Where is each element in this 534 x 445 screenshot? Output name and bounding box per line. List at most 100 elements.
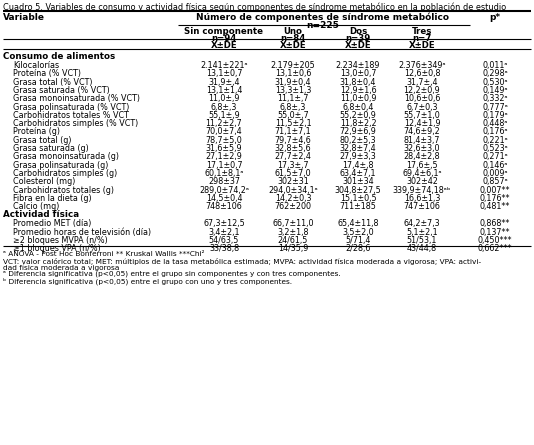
Text: 0,271ᵃ: 0,271ᵃ xyxy=(482,152,508,161)
Text: p*: p* xyxy=(490,13,500,22)
Text: 294,0±34,1ᵃ: 294,0±34,1ᵃ xyxy=(268,186,318,194)
Text: 0,176ᵃ: 0,176ᵃ xyxy=(482,127,508,137)
Text: 71,1±7,1: 71,1±7,1 xyxy=(274,127,311,137)
Text: 32,8±7,4: 32,8±7,4 xyxy=(340,144,376,153)
Text: 0,868**: 0,868** xyxy=(480,219,510,228)
Text: 11,5±2,1: 11,5±2,1 xyxy=(274,119,311,128)
Text: 31,8±0,4: 31,8±0,4 xyxy=(340,77,376,87)
Text: 711±185: 711±185 xyxy=(340,202,376,211)
Text: Consumo de alimentos: Consumo de alimentos xyxy=(3,52,115,61)
Text: 5,1±2,1: 5,1±2,1 xyxy=(406,228,438,237)
Text: X±DE: X±DE xyxy=(280,41,307,50)
Text: 31,9±0,4: 31,9±0,4 xyxy=(275,77,311,87)
Text: n=39: n=39 xyxy=(345,34,371,43)
Text: 27,9±3,3: 27,9±3,3 xyxy=(340,152,376,161)
Text: 55,1±,9: 55,1±,9 xyxy=(208,111,240,120)
Text: 11,0±0,9: 11,0±0,9 xyxy=(340,94,376,103)
Text: 63,4±7,1: 63,4±7,1 xyxy=(340,169,376,178)
Text: 64,2±7,3: 64,2±7,3 xyxy=(404,219,441,228)
Text: 762±200: 762±200 xyxy=(274,202,311,211)
Text: 33/38,8: 33/38,8 xyxy=(209,244,239,253)
Text: Carbohidratos simples (g): Carbohidratos simples (g) xyxy=(13,169,117,178)
Text: ᵇ Diferencia significativa (p<0,05) entre el grupo con uno y tres componentes.: ᵇ Diferencia significativa (p<0,05) entr… xyxy=(3,277,292,285)
Text: 298±37: 298±37 xyxy=(208,177,240,186)
Text: 302±31: 302±31 xyxy=(277,177,309,186)
Text: 60,1±8,1ᵃ: 60,1±8,1ᵃ xyxy=(204,169,244,178)
Text: 2/28,6: 2/28,6 xyxy=(345,244,371,253)
Text: 31,6±5,9: 31,6±5,9 xyxy=(206,144,242,153)
Text: 0,137**: 0,137** xyxy=(480,228,511,237)
Text: 78,7±5,0: 78,7±5,0 xyxy=(206,136,242,145)
Text: 2.376±349ᵃ: 2.376±349ᵃ xyxy=(398,61,446,70)
Text: 51/53,1: 51/53,1 xyxy=(407,236,437,245)
Text: 6,7±0,3: 6,7±0,3 xyxy=(406,102,438,112)
Text: Uno: Uno xyxy=(284,27,302,36)
Text: Promedio MET (día): Promedio MET (día) xyxy=(13,219,91,228)
Text: ᵃ ANOVA - Post Hoc Bonferroni ** Kruskal Wallis ***Chi²: ᵃ ANOVA - Post Hoc Bonferroni ** Kruskal… xyxy=(3,251,205,257)
Text: 289,0±74,2ᵃ: 289,0±74,2ᵃ xyxy=(199,186,249,194)
Text: 12,6±0,8: 12,6±0,8 xyxy=(404,69,440,78)
Text: 12,2±0,9: 12,2±0,9 xyxy=(404,86,441,95)
Text: 747±106: 747±106 xyxy=(404,202,441,211)
Text: Actividad física: Actividad física xyxy=(3,210,79,219)
Text: 24/61,5: 24/61,5 xyxy=(278,236,308,245)
Text: 2.141±221ᵃ: 2.141±221ᵃ xyxy=(200,61,248,70)
Text: 301±34: 301±34 xyxy=(342,177,374,186)
Text: 61,5±7,0: 61,5±7,0 xyxy=(274,169,311,178)
Text: 0,176**: 0,176** xyxy=(480,194,511,203)
Text: 2.179±205: 2.179±205 xyxy=(271,61,316,70)
Text: Grasa polinsaturada (g): Grasa polinsaturada (g) xyxy=(13,161,108,170)
Text: 17,3±,7: 17,3±,7 xyxy=(277,161,309,170)
Text: 0,481**: 0,481** xyxy=(480,202,510,211)
Text: 17,1±0,7: 17,1±0,7 xyxy=(206,161,242,170)
Text: n=84: n=84 xyxy=(280,34,305,43)
Text: 14,2±0,3: 14,2±0,3 xyxy=(275,194,311,203)
Text: 3,4±2,1: 3,4±2,1 xyxy=(208,228,240,237)
Text: 0,146ᵃ: 0,146ᵃ xyxy=(482,161,508,170)
Text: 32,6±3,0: 32,6±3,0 xyxy=(404,144,440,153)
Text: 6,8±0,4: 6,8±0,4 xyxy=(342,102,374,112)
Text: Número de componentes de síndrome metabólico: Número de componentes de síndrome metabó… xyxy=(197,13,450,23)
Text: Variable: Variable xyxy=(3,13,45,22)
Text: Calcio (mg): Calcio (mg) xyxy=(13,202,59,211)
Text: 0,450***: 0,450*** xyxy=(478,236,512,245)
Text: 12,4±1,9: 12,4±1,9 xyxy=(404,119,441,128)
Text: Colesterol (mg): Colesterol (mg) xyxy=(13,177,75,186)
Text: Grasa monoinsaturada (% VCT): Grasa monoinsaturada (% VCT) xyxy=(13,94,140,103)
Text: 15,1±0,5: 15,1±0,5 xyxy=(340,194,376,203)
Text: 6,8±,3: 6,8±,3 xyxy=(280,102,306,112)
Text: 13,1±1,4: 13,1±1,4 xyxy=(206,86,242,95)
Text: 13,1±0,7: 13,1±0,7 xyxy=(206,69,242,78)
Text: 65,4±11,8: 65,4±11,8 xyxy=(337,219,379,228)
Text: 0,332ᵃ: 0,332ᵃ xyxy=(482,94,508,103)
Text: 17,4±,8: 17,4±,8 xyxy=(342,161,374,170)
Text: 304,8±27,5: 304,8±27,5 xyxy=(335,186,381,194)
Text: 0,523ᵃ: 0,523ᵃ xyxy=(482,144,508,153)
Text: Proteína (g): Proteína (g) xyxy=(13,127,60,137)
Text: Carbohidratos totales % VCT: Carbohidratos totales % VCT xyxy=(13,111,129,120)
Text: 748±106: 748±106 xyxy=(206,202,242,211)
Text: 302±42: 302±42 xyxy=(406,177,438,186)
Text: ᵃ Diferencia significativa (p<0,05) entre el grupo sin componentes y con tres co: ᵃ Diferencia significativa (p<0,05) entr… xyxy=(3,271,341,277)
Text: Carbohidratos simples (% VCT): Carbohidratos simples (% VCT) xyxy=(13,119,138,128)
Text: 70,0±7,4: 70,0±7,4 xyxy=(206,127,242,137)
Text: X±DE: X±DE xyxy=(211,41,237,50)
Text: 81,4±3,7: 81,4±3,7 xyxy=(404,136,440,145)
Text: 54/63,5: 54/63,5 xyxy=(209,236,239,245)
Text: 11,8±2,2: 11,8±2,2 xyxy=(340,119,376,128)
Text: 80,2±5,3: 80,2±5,3 xyxy=(340,136,376,145)
Text: 32,8±5,6: 32,8±5,6 xyxy=(274,144,311,153)
Text: 16,6±1,3: 16,6±1,3 xyxy=(404,194,440,203)
Text: 0,009ᵃ: 0,009ᵃ xyxy=(482,169,508,178)
Text: 67,3±12,5: 67,3±12,5 xyxy=(203,219,245,228)
Text: ≥2 bloques MVPA (n/%): ≥2 bloques MVPA (n/%) xyxy=(13,236,108,245)
Text: 10,6±0,6: 10,6±0,6 xyxy=(404,94,440,103)
Text: Grasa polinsaturada (% VCT): Grasa polinsaturada (% VCT) xyxy=(13,102,129,112)
Text: 0,298ᵃ: 0,298ᵃ xyxy=(482,69,508,78)
Text: 11,0±,9: 11,0±,9 xyxy=(208,94,240,103)
Text: 66,7±11,0: 66,7±11,0 xyxy=(272,219,314,228)
Text: 0,530ᵃ: 0,530ᵃ xyxy=(482,77,508,87)
Text: 55,2±0,9: 55,2±0,9 xyxy=(340,111,376,120)
Text: 28,4±2,8: 28,4±2,8 xyxy=(404,152,441,161)
Text: 339,9±74,18ᵃᵇ: 339,9±74,18ᵃᵇ xyxy=(393,186,451,194)
